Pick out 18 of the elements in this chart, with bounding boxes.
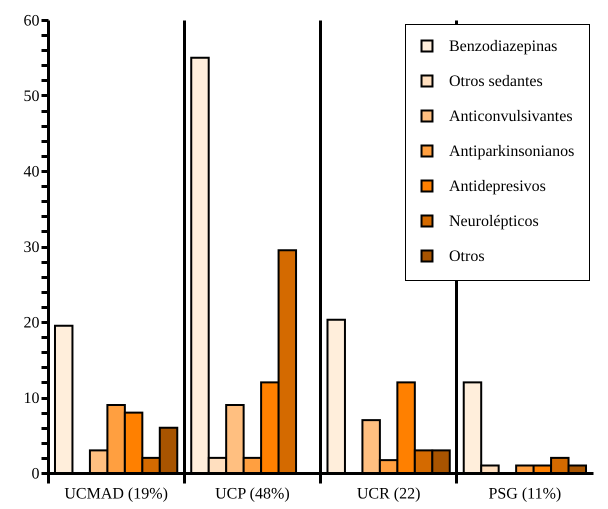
legend-label: Neurolépticos: [449, 213, 539, 230]
legend-label: Otros sedantes: [449, 73, 543, 90]
y-tick-label: 10: [24, 390, 40, 407]
x-tick-label: UCP (48%): [215, 486, 290, 502]
legend-label: Otros: [449, 248, 485, 265]
y-tick-label: 40: [24, 164, 40, 180]
legend-label: Benzodiazepinas: [449, 38, 558, 55]
y-tick-label: 30: [24, 239, 40, 256]
y-tick-label: 20: [24, 314, 40, 332]
y-tick-label: 60: [24, 12, 40, 30]
legend-label: Anticonvulsivantes: [449, 108, 573, 125]
legend-label: Antidepresivos: [449, 178, 546, 195]
y-tick-label: 0: [32, 466, 40, 482]
y-tick-label: 50: [24, 88, 40, 105]
x-tick-label: PSG (11%): [488, 486, 562, 502]
x-tick-label: UCMAD (19%): [64, 486, 168, 502]
x-tick-label: UCR (22): [356, 486, 420, 502]
legend-label: Antiparkinsonianos: [449, 143, 574, 160]
